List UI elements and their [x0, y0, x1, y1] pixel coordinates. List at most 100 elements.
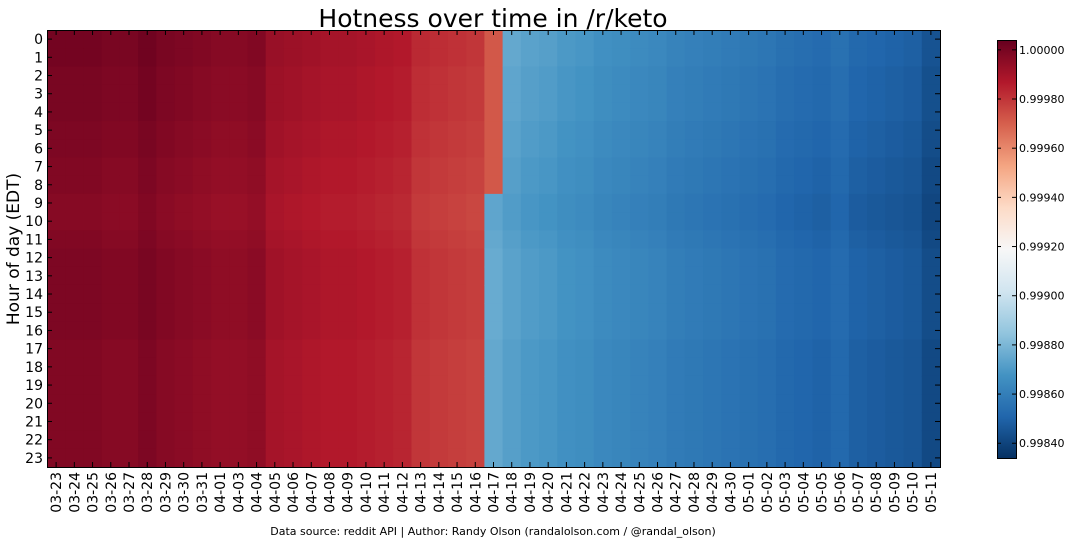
heatmap-cell: [557, 193, 577, 213]
heatmap-cell: [721, 248, 741, 268]
heatmap-cell: [375, 48, 394, 68]
heatmap-cell: [757, 30, 777, 49]
x-tick-label: 03-27: [122, 472, 138, 513]
heatmap-cell: [338, 66, 358, 86]
heatmap-cell: [429, 230, 449, 250]
heatmap-cell: [119, 48, 139, 68]
heatmap-cell: [739, 139, 759, 159]
x-tick-label: 03-29: [158, 472, 174, 513]
y-tick-label: 1: [34, 50, 43, 66]
heatmap-cell: [557, 139, 577, 159]
heatmap-cell: [101, 266, 121, 286]
heatmap-cell: [593, 248, 613, 268]
heatmap-cell: [611, 412, 631, 432]
heatmap-cell: [921, 66, 941, 86]
heatmap-cell: [466, 139, 485, 159]
heatmap-cell: [302, 248, 321, 268]
heatmap-cell: [466, 84, 485, 104]
heatmap-cell: [211, 121, 230, 140]
heatmap-cell: [393, 157, 413, 177]
heatmap-cell: [630, 339, 649, 359]
heatmap-cell: [247, 84, 267, 104]
heatmap-cell: [447, 121, 467, 140]
heatmap-cell: [721, 30, 741, 49]
heatmap-cell: [575, 157, 595, 177]
heatmap-cell: [593, 230, 613, 250]
heatmap-cell: [484, 30, 504, 49]
heatmap-cell: [247, 375, 267, 395]
heatmap-cell: [648, 375, 668, 395]
heatmap-cell: [356, 175, 376, 195]
heatmap-cell: [666, 157, 686, 177]
heatmap-cell: [265, 175, 285, 195]
heatmap-cell: [666, 357, 686, 377]
heatmap-cell: [174, 157, 194, 177]
heatmap-cell: [648, 139, 668, 159]
heatmap-cell: [848, 248, 868, 268]
heatmap-cell: [611, 430, 631, 450]
heatmap-cell: [557, 430, 577, 450]
heatmap-cell: [611, 394, 631, 413]
heatmap-cell: [356, 284, 376, 304]
heatmap-cell: [447, 375, 467, 395]
heatmap-cell: [703, 412, 722, 432]
heatmap-cell: [721, 394, 741, 413]
heatmap-cell: [921, 430, 941, 450]
heatmap-cell: [411, 139, 431, 159]
heatmap-cell: [630, 175, 649, 195]
heatmap-cell: [848, 157, 868, 177]
heatmap-cell: [356, 375, 376, 395]
heatmap-cell: [247, 266, 267, 286]
heatmap-cell: [302, 193, 321, 213]
heatmap-cell: [138, 139, 157, 159]
heatmap-cell: [557, 84, 577, 104]
heatmap-cell: [101, 212, 121, 231]
heatmap-cell: [466, 394, 485, 413]
heatmap-cell: [775, 339, 795, 359]
heatmap-cell: [156, 248, 176, 268]
footer-credit: Data source: reddit API | Author: Randy …: [270, 525, 716, 538]
heatmap-cell: [138, 339, 157, 359]
heatmap-cell: [356, 139, 376, 159]
heatmap-cell: [611, 157, 631, 177]
heatmap-cell: [630, 139, 649, 159]
heatmap-cell: [101, 321, 121, 341]
heatmap-cell: [229, 66, 249, 86]
heatmap-cell: [739, 375, 759, 395]
heatmap-cell: [447, 394, 467, 413]
heatmap-cell: [265, 357, 285, 377]
heatmap-cell: [848, 175, 868, 195]
heatmap-cell: [557, 30, 577, 49]
heatmap-cell: [885, 339, 905, 359]
heatmap-cell: [739, 212, 759, 231]
heatmap-cell: [739, 321, 759, 341]
heatmap-cell: [812, 303, 832, 322]
heatmap-cell: [65, 212, 85, 231]
heatmap-cell: [757, 394, 777, 413]
heatmap-cell: [429, 48, 449, 68]
heatmap-cell: [575, 212, 595, 231]
y-tick-label: 3: [34, 87, 43, 103]
heatmap-cell: [630, 48, 649, 68]
heatmap-cell: [101, 430, 121, 450]
heatmap-cell: [338, 357, 358, 377]
heatmap-cell: [885, 212, 905, 231]
heatmap-cell: [283, 248, 303, 268]
heatmap-cell: [229, 121, 249, 140]
heatmap-cell: [830, 375, 850, 395]
heatmap-cell: [520, 430, 540, 450]
heatmap-cell: [539, 339, 558, 359]
heatmap-cell: [393, 357, 413, 377]
heatmap-cell: [921, 412, 941, 432]
heatmap-cell: [338, 30, 358, 49]
heatmap-cell: [666, 230, 686, 250]
heatmap-cell: [138, 157, 157, 177]
heatmap-cell: [593, 303, 613, 322]
heatmap-cell: [83, 430, 103, 450]
heatmap-cell: [211, 303, 230, 322]
heatmap-cell: [466, 339, 485, 359]
heatmap-cell: [338, 212, 358, 231]
heatmap-cell: [921, 30, 941, 49]
heatmap-cell: [119, 193, 139, 213]
heatmap-cell: [557, 357, 577, 377]
